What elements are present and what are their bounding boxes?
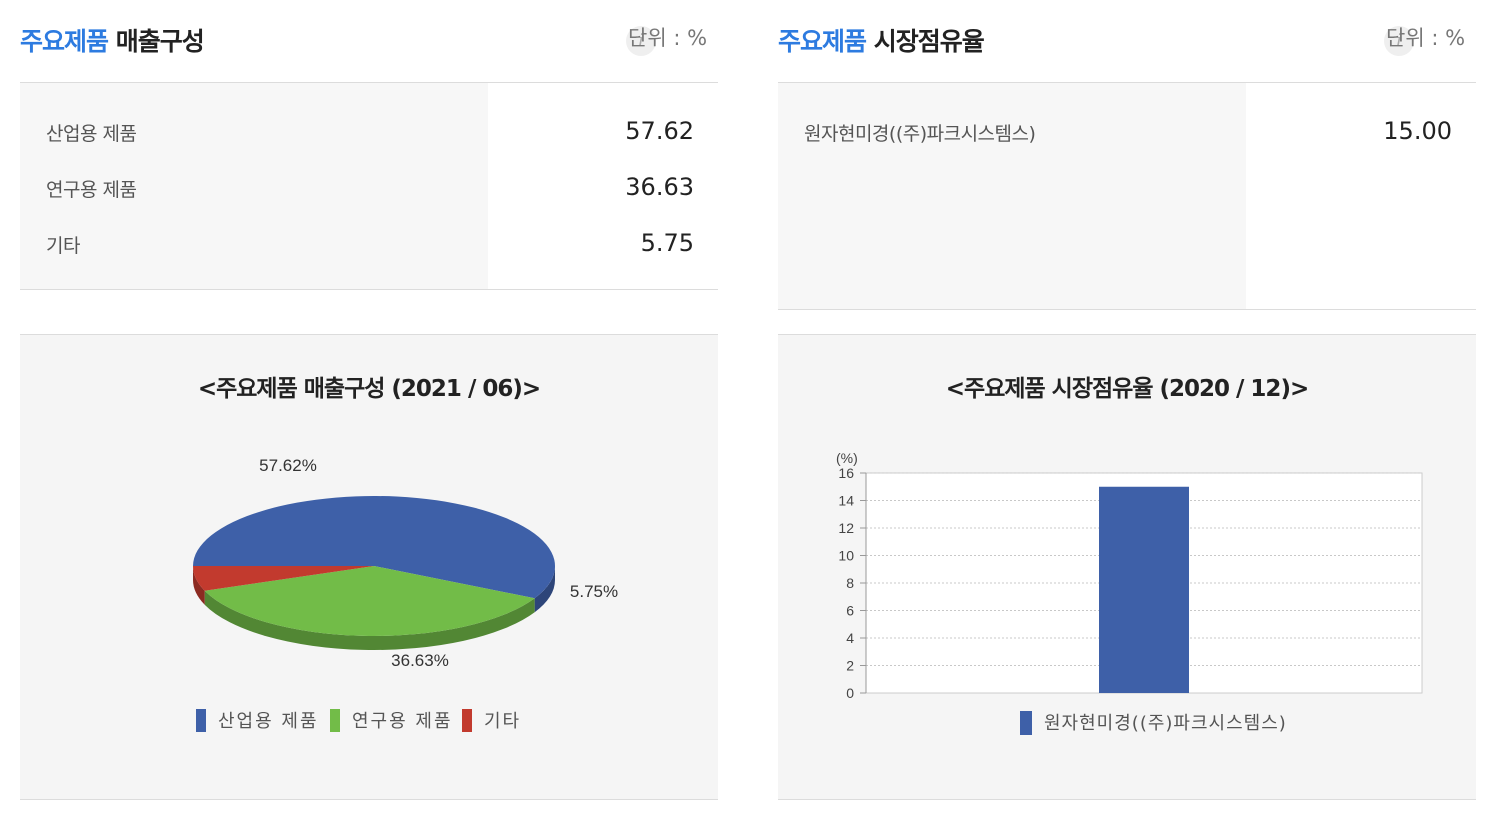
row-value: 5.75 [640,229,694,257]
sales-composition-panel: 주요제품 매출구성 i 단위 : % 산업용 제품 57.62 연구용 제품 3… [20,0,718,820]
title-rest: 매출구성 [115,27,205,56]
bar-chart-box: <주요제품 시장점유율 (2020 / 12)> 0 2 4 6 8 10 12 14 16 (%… [778,334,1476,800]
share-table: 원자현미경((주)파크시스템스) 15.00 [778,82,1476,310]
legend-swatch [462,709,472,732]
info-icon[interactable]: i [626,26,656,56]
y-tick-label: 2 [846,658,854,674]
panel-title: 주요제품 시장점유율 [778,22,985,58]
legend-label: 연구용 제품 [352,711,453,732]
legend-label: 기타 [484,711,521,732]
pie-slice-side [534,566,555,613]
title-accent: 주요제품 [20,27,109,56]
y-tick-label: 10 [838,548,854,564]
y-tick-label: 16 [838,465,854,481]
pie-slice [193,566,374,591]
panel-header: 주요제품 시장점유율 i 단위 : % [778,18,1476,62]
pie-chart-box: <주요제품 매출구성 (2021 / 06)> 57.62% 36.63% 5.75… [20,334,718,800]
y-tick-label: 8 [846,575,854,591]
row-value: 15.00 [1383,117,1452,145]
pie-chart: 57.62% 36.63% 5.75% 산업용 제품 연구용 제품 기타 [193,456,618,732]
panel-header: 주요제품 매출구성 i 단위 : % [20,18,718,62]
bar [1099,486,1189,693]
info-icon[interactable]: i [1384,26,1414,56]
row-label: 산업용 제품 [46,123,137,145]
legend-swatch [1020,711,1032,735]
y-tick-label: 6 [846,603,854,619]
row-label: 연구용 제품 [46,179,137,201]
title-accent: 주요제품 [778,27,867,56]
row-value: 57.62 [625,117,694,145]
legend-swatch [196,709,206,732]
y-tick-label: 0 [846,685,854,701]
row-label: 기타 [46,235,80,257]
chart-title: <주요제품 시장점유율 (2020 / 12)> [945,376,1309,402]
title-rest: 시장점유율 [873,27,985,56]
panel-title: 주요제품 매출구성 [20,22,205,58]
legend-swatch [330,709,340,732]
table-row: 산업용 제품 57.62 [20,103,718,159]
table-row: 기타 5.75 [20,215,718,271]
y-tick-label: 4 [846,630,854,646]
pie-slice-side [204,590,535,650]
row-value: 36.63 [625,173,694,201]
chart-title: <주요제품 매출구성 (2021 / 06)> [197,376,541,402]
unit-label: 단위 : % [628,26,708,50]
data-label: 57.62% [259,456,317,475]
pie-slice-side [193,566,205,605]
data-label: 5.75% [570,582,618,601]
y-tick-label: 14 [838,493,854,509]
data-label: 36.63% [391,651,449,670]
sales-table: 산업용 제품 57.62 연구용 제품 36.63 기타 5.75 [20,82,718,290]
pie-slice [204,566,535,636]
y-tick-label: 12 [838,520,854,536]
table-row: 연구용 제품 36.63 [20,159,718,215]
table-row: 원자현미경((주)파크시스템스) 15.00 [778,103,1476,159]
y-axis-label: (%) [836,450,858,466]
row-label: 원자현미경((주)파크시스템스) [804,123,1036,145]
bar-chart: 0 2 4 6 8 10 12 14 16(%) 원자현미경((주)파크시스템스) [836,450,1423,735]
legend-label: 산업용 제품 [218,711,319,732]
market-share-panel: 주요제품 시장점유율 i 단위 : % 원자현미경((주)파크시스템스) 15.… [778,0,1476,820]
legend-label: 원자현미경((주)파크시스템스) [1044,713,1287,734]
unit-label: 단위 : % [1386,26,1466,50]
pie-slice [193,495,555,599]
